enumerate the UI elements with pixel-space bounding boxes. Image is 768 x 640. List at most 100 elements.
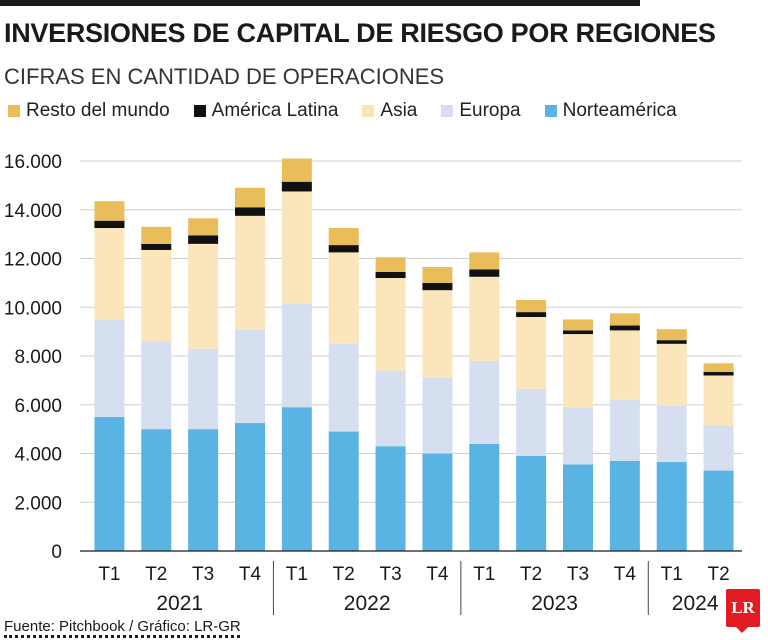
legend-item-latam: América Latina <box>193 100 339 122</box>
x-tick-label: T1 <box>98 564 120 585</box>
bar-segment-norteamerica <box>141 429 172 551</box>
bar-segment-asia <box>375 278 406 371</box>
legend-label: Europa <box>459 100 521 121</box>
bar-segment-europa <box>469 360 500 444</box>
bar-segment-norteamerica <box>422 453 453 551</box>
stacked-bar-chart: 0 2.000 4.000 6.000 8.000 10.000 12.000 14.000 1… <box>4 152 742 615</box>
bar-segment-asia <box>141 249 172 342</box>
bar-segment-resto <box>422 267 453 283</box>
bar-segment-latam <box>656 340 687 344</box>
x-tick-label: T2 <box>520 564 542 585</box>
x-tick-label: T2 <box>145 564 167 585</box>
x-tick-label: T4 <box>239 564 262 585</box>
bar-segment-resto <box>469 252 500 270</box>
bar-segment-resto <box>281 158 312 182</box>
bar-segment-resto <box>94 201 125 221</box>
bar-segment-resto <box>563 319 593 331</box>
bar-segment-asia <box>281 191 312 304</box>
bar-segment-europa <box>328 343 359 432</box>
bar-segment-norteamerica <box>328 431 359 551</box>
bar-segment-latam <box>328 245 359 253</box>
bar-segment-europa <box>235 329 265 424</box>
bar-segment-latam <box>469 269 500 277</box>
bar-segment-resto <box>235 187 265 208</box>
bar-segment-latam <box>422 282 453 291</box>
bar-segment-norteamerica <box>235 423 265 551</box>
legend: Resto del mundo América Latina Asia Europa N… <box>8 100 701 122</box>
x-tick-label: T4 <box>614 564 637 585</box>
y-tick-label: 6.000 <box>14 396 62 417</box>
bar-segment-norteamerica <box>656 462 687 551</box>
x-tick-label: T4 <box>426 564 449 585</box>
bar-segment-resto <box>328 228 359 246</box>
bar-segment-europa <box>609 399 640 461</box>
year-label: 2021 <box>156 592 203 615</box>
y-tick-label: 8.000 <box>14 347 62 368</box>
bar-segment-europa <box>281 303 312 408</box>
lr-logo: LR <box>726 589 760 633</box>
legend-item-resto: Resto del mundo <box>8 100 170 122</box>
y-tick-label: 12.000 <box>4 250 62 271</box>
bar-segment-norteamerica <box>94 416 125 551</box>
legend-swatch <box>441 105 454 117</box>
legend-item-europa: Europa <box>441 100 521 122</box>
bar-segment-latam <box>516 312 547 317</box>
bar-segment-europa <box>703 425 734 471</box>
bar-segment-resto <box>703 363 734 372</box>
year-label: 2022 <box>344 592 391 615</box>
x-tick-label: T3 <box>379 564 401 585</box>
x-tick-label: T1 <box>473 564 495 585</box>
bar-segment-resto <box>516 299 547 313</box>
bar-segment-resto <box>141 226 172 244</box>
bar-segment-latam <box>563 330 593 335</box>
bar-segment-resto <box>609 313 640 326</box>
bar-segment-asia <box>235 215 265 330</box>
legend-swatch <box>362 105 375 117</box>
bar-segment-europa <box>563 407 593 465</box>
legend-swatch <box>193 105 206 117</box>
x-tick-label: T3 <box>192 564 214 585</box>
bar-segment-latam <box>188 235 219 244</box>
bar-segment-norteamerica <box>469 443 500 551</box>
bar-segment-asia <box>609 330 640 400</box>
chart-title: INVERSIONES DE CAPITAL DE RIESGO POR REG… <box>4 18 716 48</box>
bar-segment-norteamerica <box>703 470 734 551</box>
bar-segment-europa <box>188 348 219 430</box>
y-tick-label: 4.000 <box>14 445 62 466</box>
bar-segment-asia <box>703 375 734 426</box>
y-tick-label: 0 <box>51 542 62 563</box>
bar-segment-asia <box>469 276 500 361</box>
bar-segment-norteamerica <box>375 446 406 551</box>
bar-segment-asia <box>656 343 687 406</box>
bar-segment-europa <box>656 405 687 463</box>
chart-subtitle: CIFRAS EN CANTIDAD DE OPERACIONES <box>4 64 445 89</box>
legend-label: América Latina <box>211 100 339 121</box>
legend-swatch <box>8 105 20 117</box>
bar-segment-norteamerica <box>188 429 219 551</box>
bar-segment-resto <box>375 257 406 272</box>
legend-label: Resto del mundo <box>26 100 170 121</box>
bar-segment-norteamerica <box>281 407 312 551</box>
bar-segment-europa <box>516 388 547 456</box>
bar-segment-latam <box>141 243 172 250</box>
legend-label: Norteamérica <box>562 100 677 121</box>
source-underline <box>4 635 240 638</box>
bar-segment-latam <box>235 207 265 216</box>
bar-segment-norteamerica <box>609 460 640 551</box>
bar-segment-norteamerica <box>516 455 547 551</box>
top-rule <box>0 0 640 6</box>
y-tick-label: 2.000 <box>14 493 62 514</box>
year-label: 2023 <box>531 592 578 615</box>
x-tick-label: T2 <box>333 564 355 585</box>
bar-segment-resto <box>188 218 219 236</box>
x-tick-label: T2 <box>707 564 729 585</box>
legend-label: Asia <box>380 100 418 121</box>
bar-segment-asia <box>422 290 453 378</box>
bar-segment-europa <box>141 341 172 430</box>
bar-segment-norteamerica <box>563 464 593 551</box>
bar-segment-asia <box>563 334 593 408</box>
bar-segment-asia <box>328 252 359 344</box>
bar-segment-resto <box>656 329 687 341</box>
y-tick-label: 10.000 <box>4 298 62 319</box>
bar-segment-latam <box>375 271 406 278</box>
